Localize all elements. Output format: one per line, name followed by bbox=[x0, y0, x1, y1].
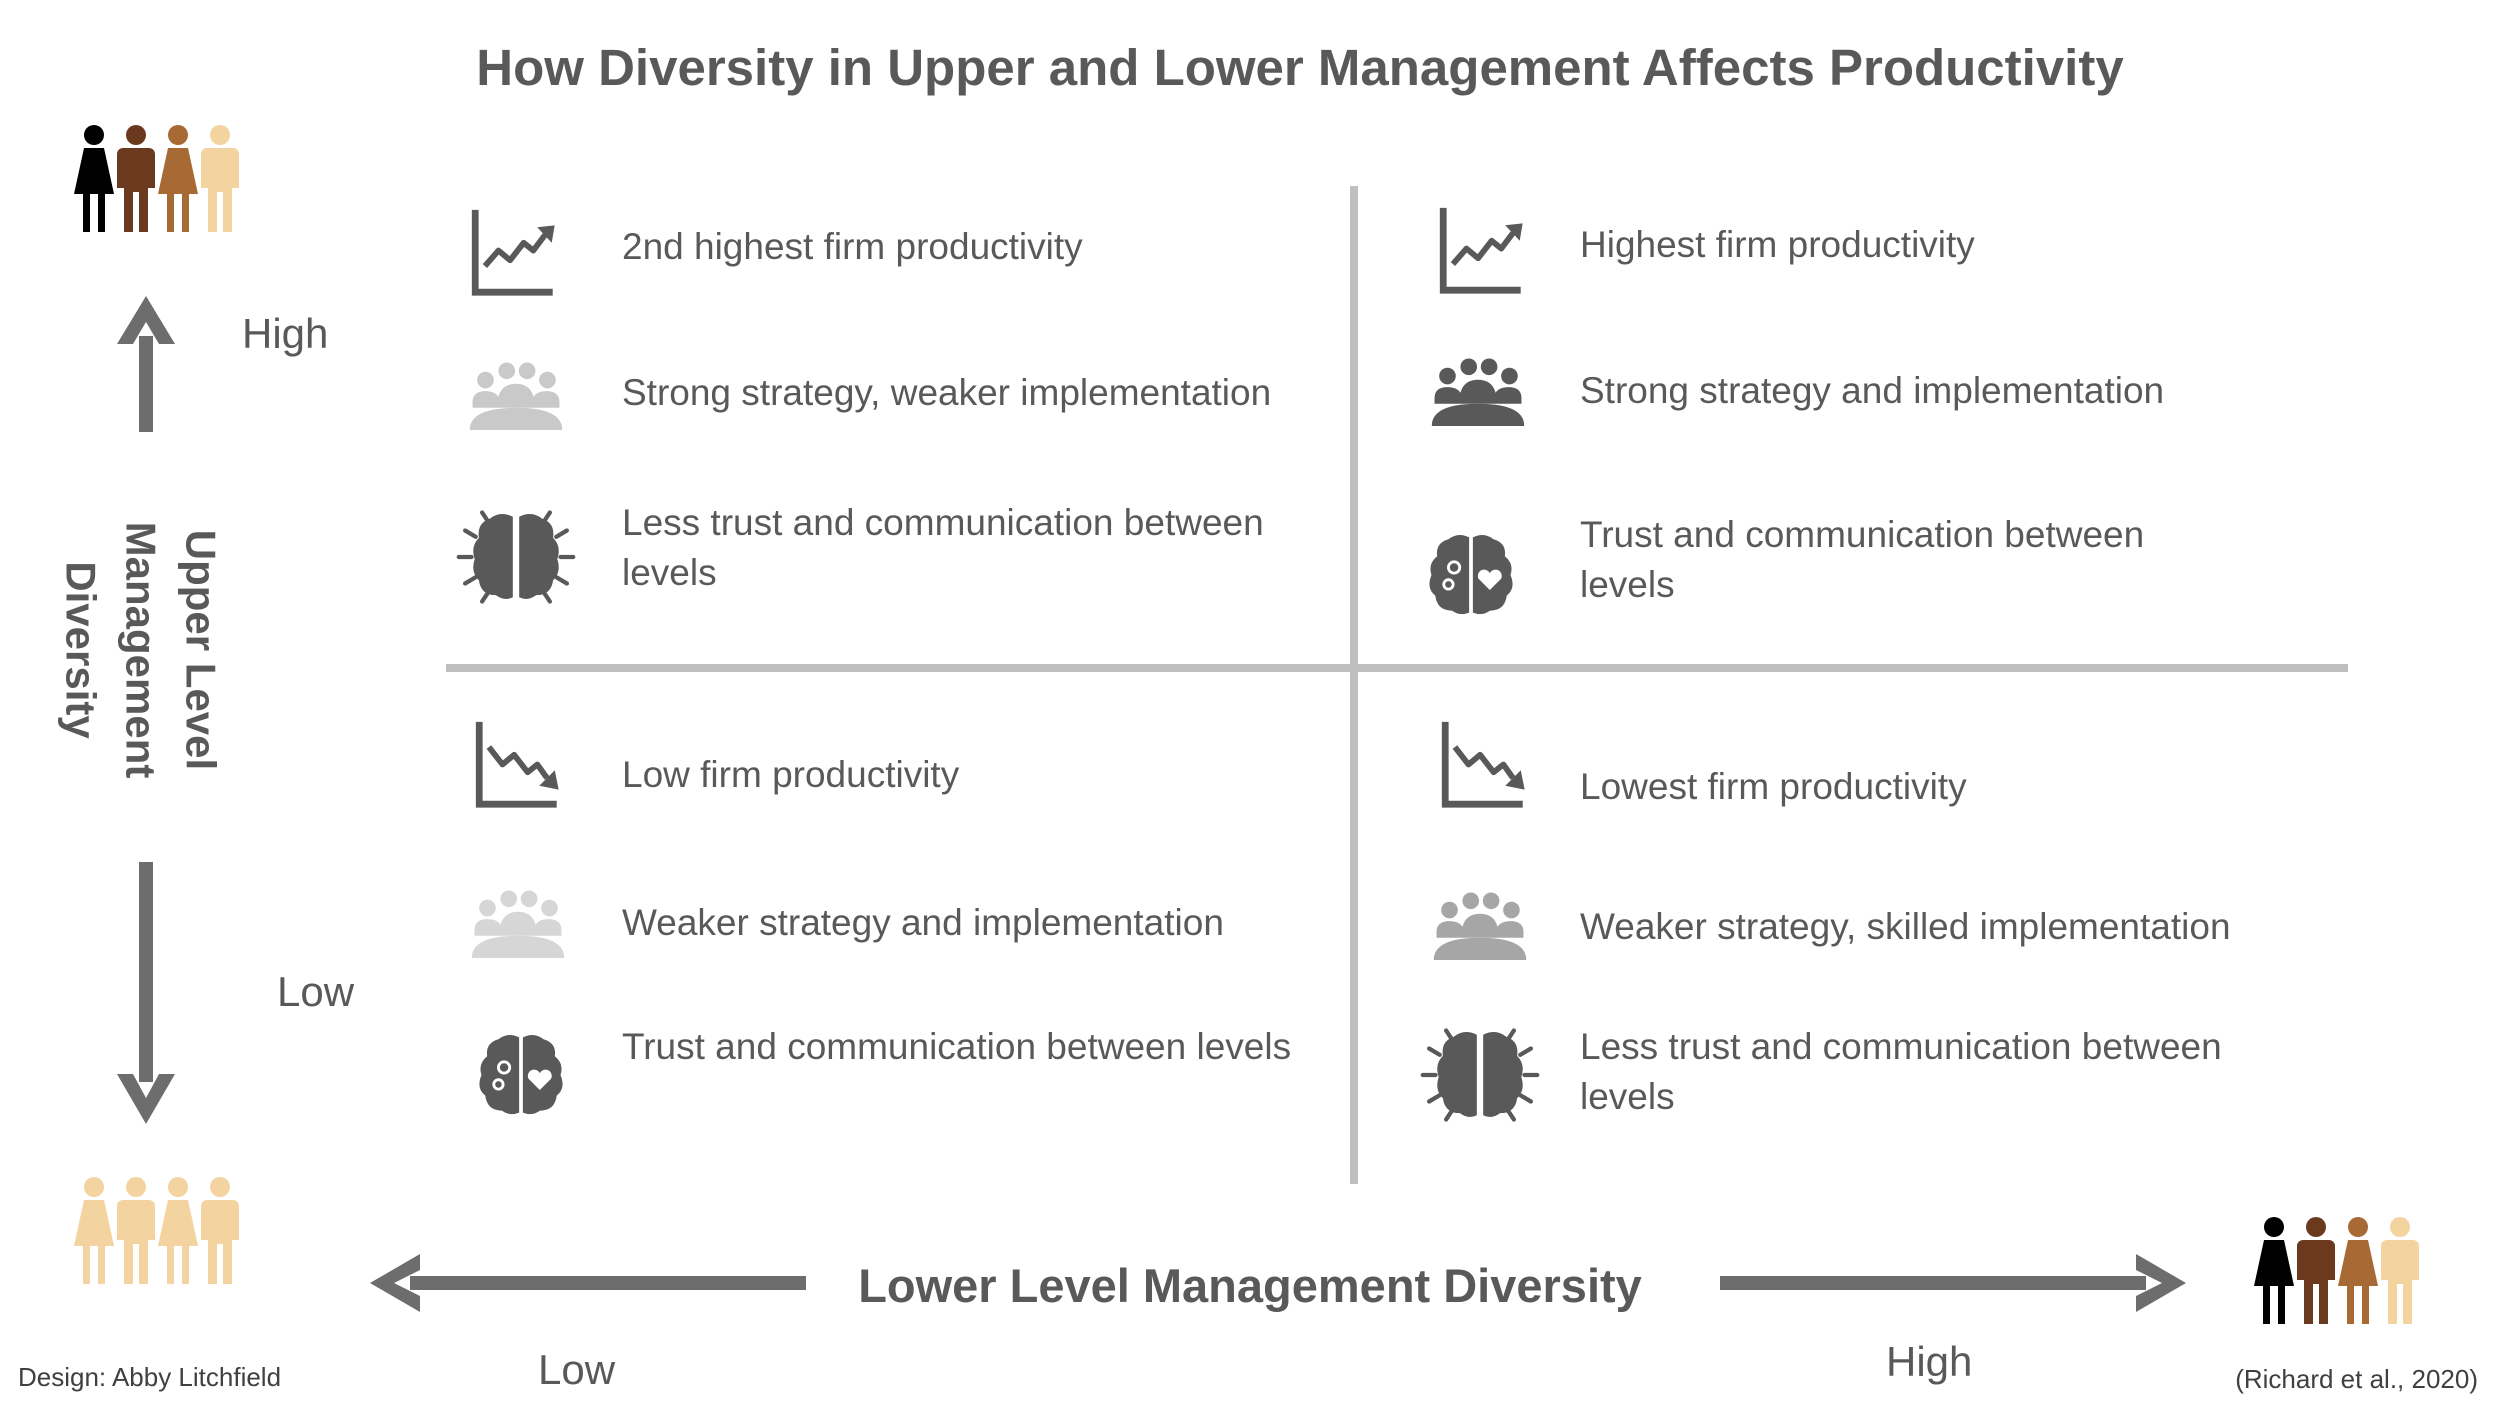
bottom-right-strategy-text: Weaker strategy, skilled implementation bbox=[1580, 906, 2231, 947]
citation: (Richard et al., 2020) bbox=[2235, 1364, 2478, 1394]
arrow-right-icon bbox=[1720, 1254, 2186, 1312]
team-meeting-icon bbox=[1430, 886, 1530, 960]
x-axis-label: Lower Level Management Diversity bbox=[858, 1259, 1642, 1312]
brain-gears-heart-icon bbox=[474, 1028, 568, 1122]
chart-trending-up-icon bbox=[1434, 204, 1528, 296]
diverse-people-group-icon bbox=[2254, 1212, 2424, 1328]
brain-divided-icon bbox=[450, 504, 582, 610]
x-axis-high-label: High bbox=[1886, 1338, 1973, 1385]
bottom-right-productivity-text: Lowest firm productivity bbox=[1580, 766, 1967, 807]
bottom-left-productivity-text: Low firm productivity bbox=[622, 754, 960, 795]
diverse-people-group-icon bbox=[74, 120, 244, 236]
top-right-strategy-text: Strong strategy and implementation bbox=[1580, 370, 2165, 411]
bottom-left-trust-text: Trust and communication between levels bbox=[622, 1026, 1292, 1067]
y-axis-label-line3: Diversity bbox=[57, 561, 104, 739]
y-axis-low-label: Low bbox=[277, 968, 355, 1015]
brain-gears-heart-icon bbox=[1424, 528, 1518, 622]
top-right-trust-text: Trust and communication between levels bbox=[1580, 514, 2145, 605]
quadrant-vertical-divider bbox=[1350, 186, 1358, 1184]
arrow-down-icon bbox=[115, 862, 177, 1124]
y-axis-label: Upper Level Management Diversity bbox=[30, 500, 250, 800]
chart-trending-up-icon bbox=[466, 206, 560, 298]
page-title: How Diversity in Upper and Lower Managem… bbox=[476, 39, 2124, 96]
y-axis-high-label: High bbox=[242, 310, 329, 357]
chart-trending-down-icon bbox=[470, 718, 564, 810]
arrow-up-icon bbox=[115, 296, 177, 432]
team-meeting-icon bbox=[1428, 352, 1528, 426]
bottom-right-trust-text: Less trust and communication between lev… bbox=[1580, 1026, 2222, 1117]
y-axis-label-line2: Management bbox=[117, 521, 164, 779]
brain-divided-icon bbox=[1414, 1022, 1546, 1128]
x-axis-low-label: Low bbox=[538, 1346, 616, 1393]
design-credit: Design: Abby Litchfield bbox=[18, 1362, 282, 1392]
top-left-strategy-text: Strong strategy, weaker implementation bbox=[622, 372, 1272, 413]
team-meeting-icon bbox=[468, 884, 568, 958]
quadrant-horizontal-divider bbox=[446, 664, 2348, 672]
uniform-people-group-icon bbox=[74, 1172, 244, 1288]
arrow-left-icon bbox=[370, 1254, 806, 1312]
team-meeting-icon bbox=[466, 356, 566, 430]
chart-trending-down-icon bbox=[1436, 718, 1530, 810]
bottom-left-strategy-text: Weaker strategy and implementation bbox=[622, 902, 1224, 943]
top-left-trust-text: Less trust and communication between lev… bbox=[622, 502, 1264, 593]
top-left-productivity-text: 2nd highest firm productivity bbox=[622, 226, 1083, 267]
top-right-productivity-text: Highest firm productivity bbox=[1580, 224, 1975, 265]
y-axis-label-line1: Upper Level bbox=[177, 529, 224, 771]
